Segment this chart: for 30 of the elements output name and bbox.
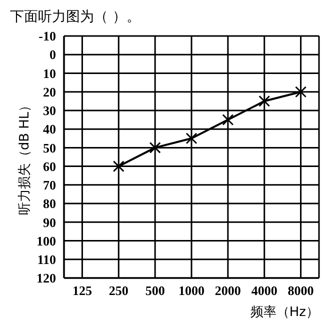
x-tick-label: 250 [108, 283, 128, 298]
y-axis-title: 听力损失（dB HL） [18, 98, 33, 216]
x-tick-label: 8000 [288, 283, 314, 298]
y-tick-label: 50 [43, 140, 56, 156]
y-tick-label: 60 [43, 158, 56, 174]
y-tick-label: 70 [43, 178, 56, 193]
y-tick-label: 90 [43, 214, 56, 230]
point [295, 86, 307, 98]
x-tick-label: 1000 [178, 283, 204, 298]
point [112, 160, 124, 172]
point [186, 132, 198, 144]
y-tick-label: -10 [38, 28, 56, 44]
x-axis-title: 频率（Hz） [250, 304, 319, 320]
y-tick-label: 80 [43, 196, 56, 212]
y-tick-label: 100 [36, 233, 56, 248]
y-tick-label: 40 [43, 122, 56, 137]
y-tick-label: 110 [37, 252, 56, 267]
x-tick-label: 125 [72, 283, 92, 298]
x-tick-label: 500 [145, 283, 165, 298]
point [222, 114, 234, 126]
x-tick-label: 2000 [214, 283, 241, 298]
y-tick-label: 0 [50, 47, 56, 62]
chart-title: 下面听力图为（ ）。 [10, 8, 142, 27]
point [149, 142, 161, 154]
point [258, 95, 270, 107]
x-tick-label: 4000 [251, 283, 278, 298]
y-tick-label: 10 [43, 66, 56, 81]
y-tick-label: 120 [36, 270, 56, 286]
y-tick-label: 30 [43, 103, 56, 118]
y-tick-label: 20 [43, 84, 56, 100]
